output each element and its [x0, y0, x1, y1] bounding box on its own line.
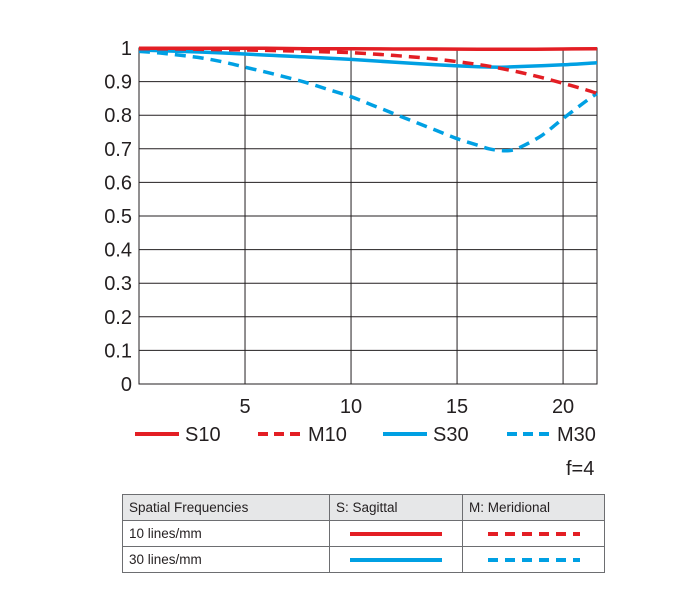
- table-header-meridional: M: Meridional: [462, 494, 605, 521]
- y-axis-labels: 0 0.1 0.2 0.3 0.4 0.5 0.6 0.7 0.8 0.9 1: [104, 38, 132, 396]
- series-line-s30: [138, 48, 598, 69]
- f-number-label: f=4: [566, 458, 595, 480]
- y-tick-label: 0.4: [104, 240, 132, 262]
- chart-legend: S10 M10 S30 M30: [135, 424, 596, 446]
- y-tick-label: 0.6: [104, 172, 132, 194]
- table-row: 30 lines/mm: [122, 546, 605, 573]
- table-row-label: 10 lines/mm: [122, 520, 330, 547]
- y-tick-label: 0.2: [104, 307, 132, 329]
- legend-label: S30: [433, 424, 469, 446]
- sagittal-swatch: [329, 546, 463, 573]
- x-tick-label: 15: [446, 396, 468, 418]
- y-tick-label: 0.7: [104, 139, 132, 161]
- chart-series: [138, 46, 599, 153]
- series-line-s10: [138, 46, 598, 52]
- y-tick-label: 0.8: [104, 105, 132, 127]
- mtf-chart: 0 0.1 0.2 0.3 0.4 0.5 0.6 0.7 0.8 0.9 1 5 10 15 20 S1…: [104, 38, 599, 446]
- y-tick-label: 0: [121, 374, 132, 396]
- spatial-frequency-table: Spatial Frequencies S: Sagittal M: Merid…: [122, 494, 605, 573]
- x-axis-labels: 5 10 15 20: [239, 396, 574, 418]
- y-tick-label: 0.3: [104, 273, 132, 295]
- legend-label: M10: [308, 424, 347, 446]
- legend-label: S10: [185, 424, 221, 446]
- y-tick-label: 1: [121, 38, 132, 60]
- table-header-sagittal: S: Sagittal: [329, 494, 463, 521]
- table-header-frequency: Spatial Frequencies: [122, 494, 330, 521]
- meridional-swatch: [462, 546, 605, 573]
- table-row: 10 lines/mm: [122, 520, 605, 547]
- x-tick-label: 5: [239, 396, 250, 418]
- series-line-m10: [138, 46, 598, 96]
- chart-grid: [138, 47, 598, 385]
- series-line-m30: [138, 49, 599, 153]
- meridional-swatch: [462, 520, 605, 547]
- table-row-label: 30 lines/mm: [122, 546, 330, 573]
- x-tick-label: 10: [340, 396, 362, 418]
- y-tick-label: 0.5: [104, 206, 132, 228]
- y-tick-label: 0.1: [104, 340, 132, 362]
- x-tick-label: 20: [552, 396, 574, 418]
- sagittal-swatch: [329, 520, 463, 547]
- table-header-row: Spatial Frequencies S: Sagittal M: Merid…: [122, 494, 605, 521]
- legend-label: M30: [557, 424, 596, 446]
- y-tick-label: 0.9: [104, 72, 132, 94]
